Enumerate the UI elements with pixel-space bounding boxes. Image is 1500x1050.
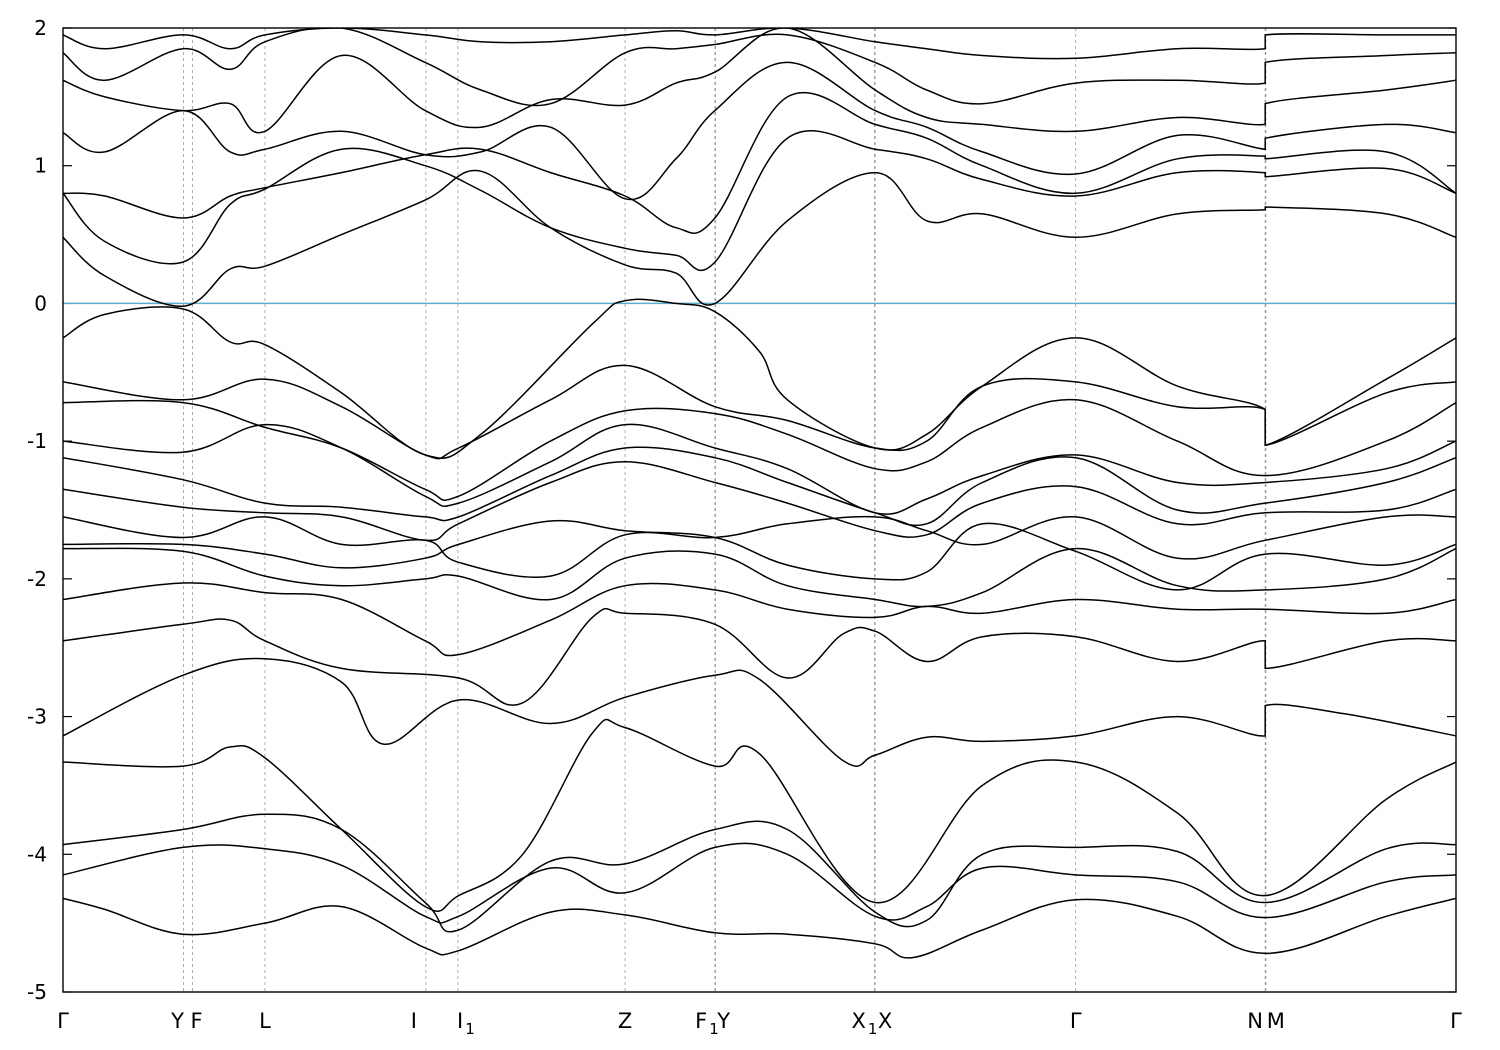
band-line <box>63 130 1456 271</box>
kpoint-label: F <box>191 1009 203 1033</box>
band-line <box>63 28 1456 134</box>
band-line <box>63 446 1456 527</box>
kpoint-label: Γ <box>57 1009 69 1033</box>
kpoint-label: M <box>1267 1009 1285 1033</box>
band-line <box>63 519 1456 591</box>
band-line <box>63 91 1456 234</box>
y-tick-label: -2 <box>27 567 47 591</box>
y-tick-label: 2 <box>34 16 47 40</box>
kpoint-label: Γ <box>1450 1009 1462 1033</box>
band-line <box>63 61 1456 201</box>
band-line <box>63 514 1456 578</box>
kpoint-label: L <box>259 1009 271 1033</box>
band-line <box>63 28 1456 60</box>
band-line <box>63 582 1456 657</box>
y-tick-label: 1 <box>34 154 47 178</box>
band-line <box>63 423 1456 515</box>
band-line <box>63 28 1456 107</box>
band-line <box>63 718 1456 912</box>
y-tick-label: -5 <box>27 980 47 1004</box>
kpoint-grid-lines <box>183 28 1267 992</box>
band-line <box>63 398 1456 501</box>
y-tick-label: -1 <box>27 429 47 453</box>
band-line <box>63 607 1456 706</box>
y-tick-label: 0 <box>34 291 47 315</box>
band-line <box>63 897 1456 959</box>
band-lines <box>63 28 1456 959</box>
y-tick-label: -3 <box>27 705 47 729</box>
kpoint-label: I <box>411 1009 417 1033</box>
band-line <box>63 813 1456 933</box>
kpoint-labels: Γ Y F L I I 1 Z F 1Y X 1 X Γ N M Γ <box>57 1009 1462 1038</box>
kpoint-label: N <box>1247 1009 1263 1033</box>
kpoint-label: Y <box>170 1009 184 1033</box>
band-line <box>63 461 1456 542</box>
band-line <box>63 842 1456 924</box>
plot-frame <box>62 27 1457 993</box>
band-line <box>63 364 1456 460</box>
y-axis-tick-labels: 2 1 0 -1 -2 -3 -4 -5 <box>27 16 47 1004</box>
band-line <box>63 657 1456 767</box>
band-line <box>63 298 1456 459</box>
band-line <box>63 169 1456 307</box>
kpoint-label: Z <box>618 1009 632 1033</box>
band-line <box>63 547 1456 608</box>
kpoint-label: X <box>878 1009 892 1033</box>
kpoint-label: Y <box>716 1009 730 1033</box>
kpoint-label: Γ <box>1070 1009 1082 1033</box>
y-tick-label: -4 <box>27 842 47 866</box>
